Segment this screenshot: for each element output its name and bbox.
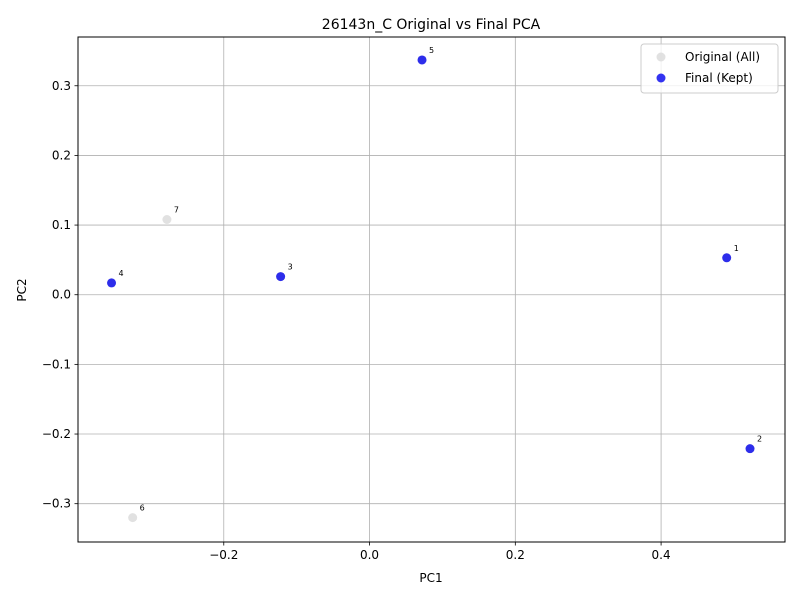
point-label-7: 7: [174, 205, 179, 214]
x-tick-label: 0.2: [506, 548, 525, 562]
final-point-4: [107, 278, 117, 288]
y-tick-label: 0.2: [52, 148, 71, 162]
original-point-7: [162, 214, 172, 224]
legend-label-original: Original (All): [685, 50, 760, 64]
x-tick-label: 0.4: [652, 548, 671, 562]
point-label-1: 1: [734, 244, 739, 253]
final-point-3: [276, 272, 286, 282]
original-point-6: [128, 513, 138, 523]
chart-title: 26143n_C Original vs Final PCA: [322, 17, 541, 33]
legend-label-final: Final (Kept): [685, 71, 753, 85]
legend-marker-original: [656, 52, 666, 62]
point-label-5: 5: [429, 46, 434, 55]
y-tick-label: 0.3: [52, 79, 71, 93]
point-label-3: 3: [288, 263, 293, 272]
point-label-6: 6: [140, 504, 145, 513]
y-axis-label: PC2: [15, 278, 29, 301]
legend-box: [640, 43, 779, 94]
y-tick-label: −0.3: [42, 497, 71, 511]
legend-marker-final: [656, 73, 666, 83]
plot-frame: [77, 36, 786, 543]
y-tick-label: −0.2: [42, 427, 71, 441]
x-axis-label: PC1: [419, 571, 442, 585]
final-point-2: [745, 444, 755, 454]
final-point-1: [722, 253, 732, 263]
y-tick-label: 0.1: [52, 218, 71, 232]
x-tick-label: 0.0: [360, 548, 379, 562]
point-labels: 1 2 3 4 5 6 7: [119, 46, 763, 513]
y-tick-label: −0.1: [42, 357, 71, 371]
point-label-2: 2: [757, 435, 762, 444]
x-tick-label: −0.2: [209, 548, 238, 562]
legend: Original (All) Final (Kept): [640, 43, 779, 94]
axis-ticks: −0.2 0.0 0.2 0.4 −0.3 −0.2 −0.1 0.0 0.1 0.2 0.3: [42, 79, 671, 562]
data-points: [107, 55, 755, 523]
final-point-5: [417, 55, 427, 65]
y-tick-label: 0.0: [52, 288, 71, 302]
point-label-4: 4: [119, 269, 124, 278]
